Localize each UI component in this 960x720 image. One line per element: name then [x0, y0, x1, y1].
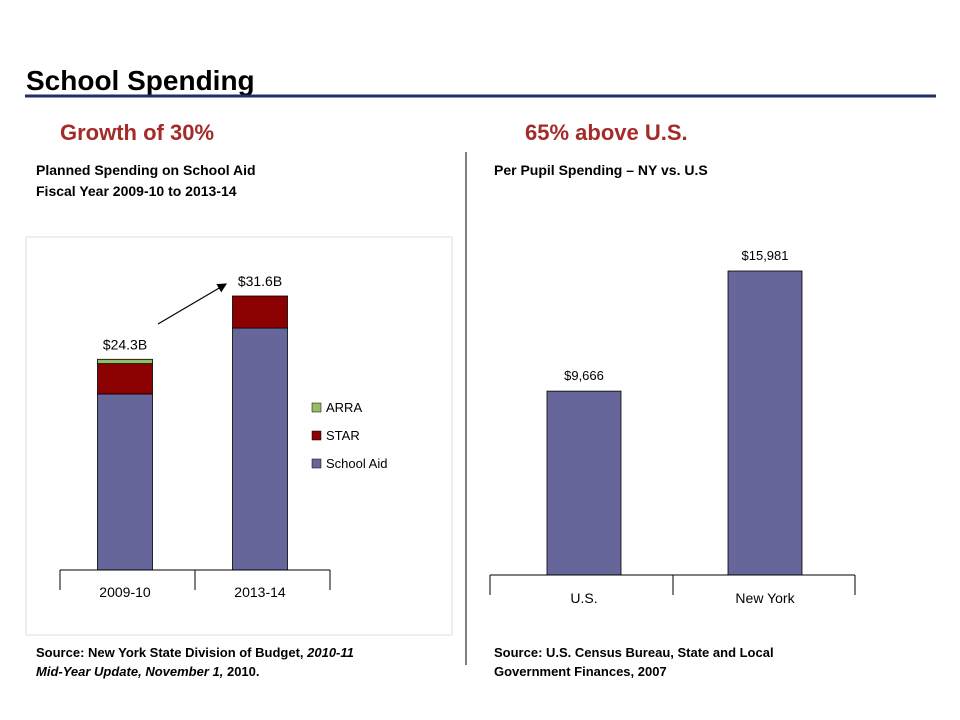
legend-label: STAR: [326, 428, 360, 443]
total-label: $24.3B: [103, 336, 147, 352]
headline: Growth of 30%: [60, 120, 214, 145]
x-tick-label: 2009-10: [99, 584, 151, 600]
source: Source: New York State Division of Budge…: [36, 645, 354, 660]
subtitle: Per Pupil Spending – NY vs. U.S: [494, 162, 708, 178]
bar-segment: [232, 295, 288, 329]
source-part: 2010.: [223, 664, 259, 679]
value-label: $9,666: [564, 368, 604, 383]
source: Mid-Year Update, November 1, 2010.: [36, 664, 260, 679]
bar-segment: [97, 393, 153, 571]
source-part: 2010-11: [306, 645, 354, 660]
total-label: $31.6B: [238, 273, 282, 289]
x-tick-label: New York: [735, 590, 795, 606]
source-part: Government Finances, 2007: [494, 664, 667, 679]
x-tick-label: 2013-14: [234, 584, 286, 600]
source-part: Source: New York State Division of Budge…: [36, 645, 307, 660]
growth-arrow: [157, 283, 228, 325]
legend-swatch: [311, 458, 322, 469]
bar-segment: [97, 358, 153, 365]
headline: 65% above U.S.: [525, 120, 688, 145]
legend-label: ARRA: [326, 400, 362, 415]
bar-segment: [97, 363, 153, 395]
legend-label: School Aid: [326, 456, 387, 471]
x-tick-label: U.S.: [570, 590, 597, 606]
source-part: Mid-Year Update, November 1,: [36, 664, 223, 679]
source: Government Finances, 2007: [494, 664, 667, 679]
value-label: $15,981: [742, 248, 789, 263]
bar-segment: [232, 327, 288, 571]
source-part: Source: U.S. Census Bureau, State and Lo…: [494, 645, 774, 660]
chart-frame: [25, 236, 453, 636]
subtitle: Planned Spending on School Aid: [36, 162, 256, 178]
source: Source: U.S. Census Bureau, State and Lo…: [494, 645, 774, 660]
subtitle: Fiscal Year 2009-10 to 2013-14: [36, 183, 237, 199]
slide-title: School Spending: [26, 65, 255, 96]
bar: [727, 270, 803, 576]
bar: [546, 390, 622, 576]
legend-swatch: [311, 402, 322, 413]
legend-swatch: [311, 430, 322, 441]
